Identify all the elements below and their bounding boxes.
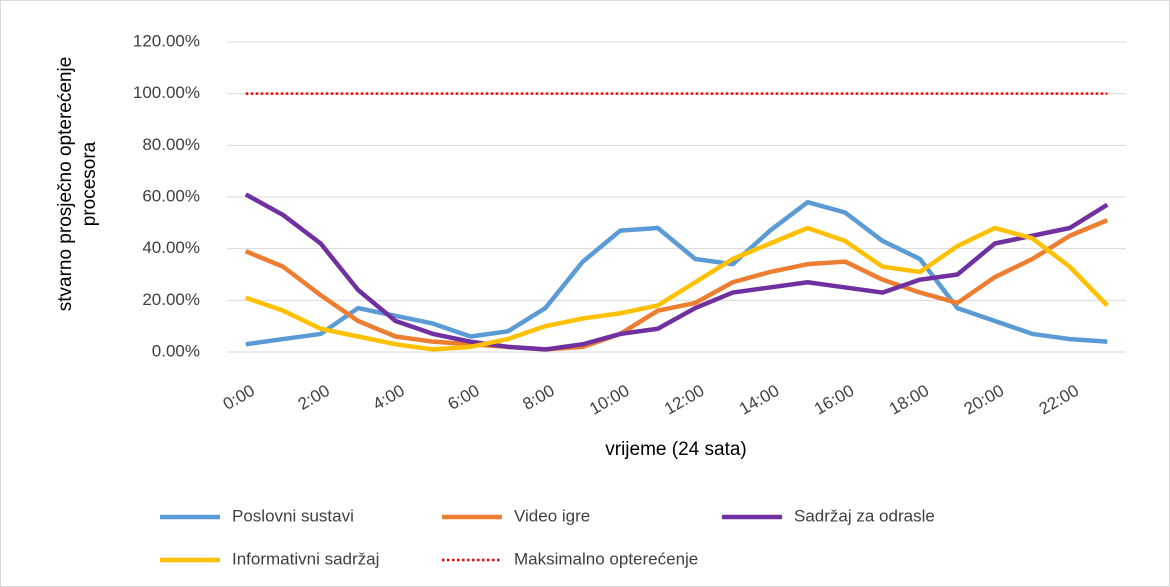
legend-label: Sadržaj za odrasle [794,506,935,525]
y-tick-label: 100.00% [133,83,200,102]
y-tick-label: 120.00% [133,31,200,50]
y-axis-title: stvarno prosječno opterećenje procesora [55,56,100,312]
series-line [244,225,1109,352]
legend-label: Video igre [514,506,590,525]
legend-label: Maksimalno opterećenje [514,549,698,568]
x-axis-title: vrijeme (24 sata) [605,439,747,460]
series-line [244,192,1109,352]
series-line [244,218,1109,352]
legend-label: Poslovni sustavi [232,506,354,525]
y-tick-label: 40.00% [142,238,200,257]
legend-label: Informativni sadržaj [232,549,379,568]
y-tick-label: 80.00% [142,135,200,154]
y-tick-label: 60.00% [142,186,200,205]
y-tick-label: 20.00% [142,290,200,309]
y-tick-label: 0.00% [152,341,200,360]
